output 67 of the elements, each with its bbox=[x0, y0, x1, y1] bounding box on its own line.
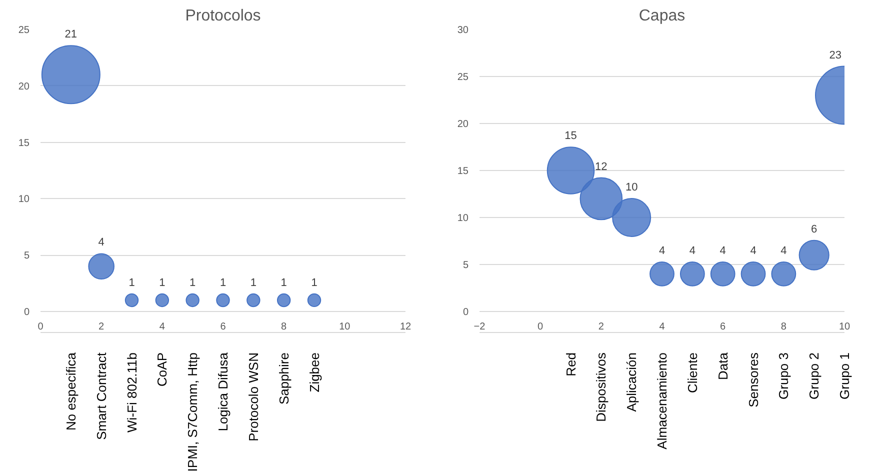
text: Protocolo WSN bbox=[246, 352, 261, 442]
y-tick-label: 0 bbox=[24, 307, 30, 318]
text: Aplicación bbox=[624, 352, 640, 412]
x-tick-label: 12 bbox=[400, 322, 412, 332]
x-tick-label: 2 bbox=[98, 322, 105, 332]
text: Red bbox=[563, 352, 578, 376]
text: Dispositivos bbox=[594, 352, 609, 422]
data-label: 1 bbox=[280, 276, 287, 289]
y-tick-label: 15 bbox=[457, 166, 469, 177]
text: Almacenamiento bbox=[654, 352, 670, 450]
y-tick-label: 10 bbox=[457, 213, 469, 224]
data-label: 23 bbox=[829, 49, 842, 62]
text: Grupo 3 bbox=[776, 352, 792, 400]
data-label: 4 bbox=[750, 244, 756, 257]
x-tick-label: 8 bbox=[281, 322, 288, 332]
data-label: 12 bbox=[595, 160, 608, 173]
data-label: 4 bbox=[720, 244, 726, 257]
data-label: 4 bbox=[658, 244, 666, 257]
chart-title: Protocolos bbox=[185, 8, 261, 24]
y-tick-label: 20 bbox=[457, 119, 469, 130]
x-tick-label: 2 bbox=[598, 322, 604, 332]
data-label: 4 bbox=[98, 236, 104, 249]
text: Sapphire bbox=[276, 352, 292, 405]
y-tick-label: 25 bbox=[457, 72, 469, 83]
x-tick-label: 8 bbox=[780, 322, 787, 332]
y-tick-label: 10 bbox=[18, 194, 30, 206]
data-label: 1 bbox=[311, 276, 318, 289]
data-label: 6 bbox=[811, 223, 818, 236]
data-label: 21 bbox=[64, 28, 78, 41]
data-label: 1 bbox=[159, 276, 166, 289]
x-tick-label: 6 bbox=[720, 322, 726, 332]
data-label: 1 bbox=[190, 276, 196, 289]
text: Data bbox=[715, 352, 730, 380]
text: Sensores bbox=[746, 352, 761, 408]
text: Grupo 1 bbox=[837, 352, 852, 400]
y-tick-label: 25 bbox=[18, 25, 30, 36]
x-tick-label: 0 bbox=[538, 322, 544, 332]
data-label: 4 bbox=[689, 244, 696, 257]
y-tick-label: 15 bbox=[18, 138, 30, 149]
x-tick-label: 10 bbox=[339, 322, 351, 332]
data-label: 1 bbox=[220, 276, 226, 289]
text: IPMI, S7Comm, Http bbox=[185, 352, 200, 472]
x-tick-label: 4 bbox=[159, 322, 166, 332]
text: Zigbee bbox=[306, 352, 322, 392]
data-label: 4 bbox=[780, 244, 787, 257]
text: Cliente bbox=[684, 352, 700, 393]
text: CoAP bbox=[154, 352, 170, 386]
data-label: 1 bbox=[250, 276, 256, 289]
y-tick-label: 5 bbox=[24, 250, 30, 262]
x-tick-label: 6 bbox=[220, 322, 226, 332]
x-tick-label: −2 bbox=[474, 322, 486, 332]
text: Logica Difusa bbox=[216, 352, 230, 432]
x-tick-label: 4 bbox=[659, 322, 666, 332]
x-tick-label: 10 bbox=[838, 322, 850, 332]
text: Grupo 2 bbox=[806, 352, 822, 400]
data-label: 1 bbox=[128, 276, 135, 289]
data-label: 15 bbox=[564, 130, 577, 142]
y-tick-label: 5 bbox=[462, 260, 469, 271]
data-label: 10 bbox=[625, 181, 638, 194]
y-tick-label: 20 bbox=[18, 81, 30, 92]
text: No especifica bbox=[63, 352, 78, 431]
text: Wi-Fi 802.11b bbox=[124, 352, 140, 432]
y-tick-label: 30 bbox=[457, 25, 469, 36]
chart-title: Capas bbox=[638, 8, 686, 24]
text: Smart Contract bbox=[94, 352, 109, 440]
y-tick-label: 0 bbox=[462, 307, 469, 318]
x-tick-label: 0 bbox=[38, 322, 44, 332]
